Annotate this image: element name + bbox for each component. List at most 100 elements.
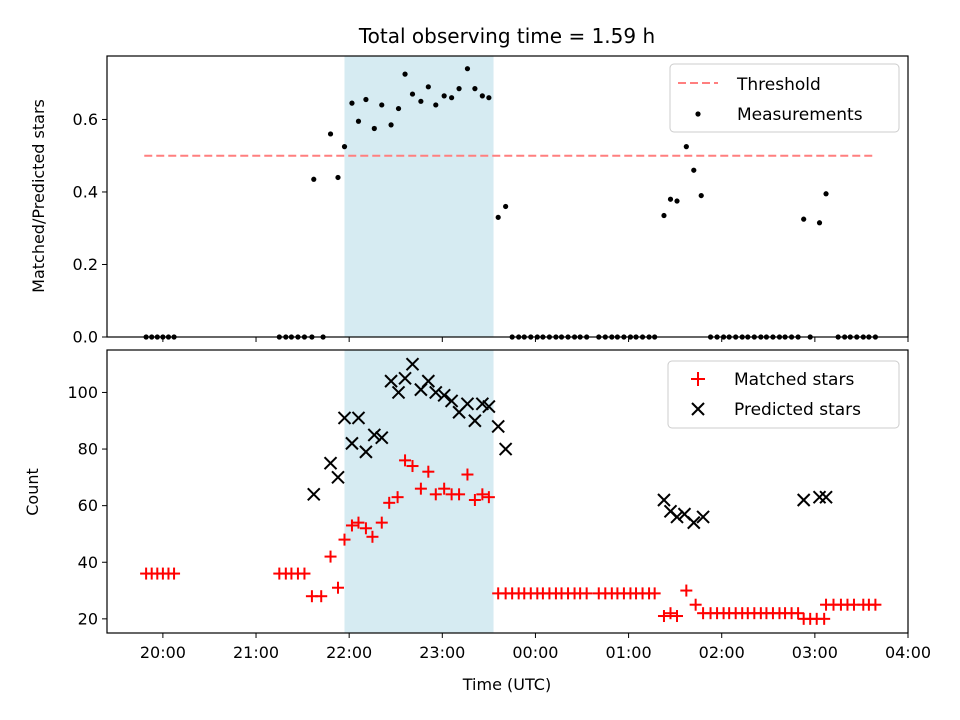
legend-measurements-swatch — [695, 111, 701, 117]
predicted-star-point — [468, 414, 482, 428]
x-axis-label: Time (UTC) — [462, 675, 551, 694]
measurement-point — [503, 203, 509, 210]
x-tick-label: 02:00 — [699, 643, 745, 662]
counts-legend-box — [667, 360, 900, 429]
predicted-star-point — [384, 374, 398, 388]
measurement-point — [661, 212, 667, 219]
predicted-star-point — [812, 490, 827, 504]
predicted-star-point — [375, 431, 389, 445]
counts-ytick-label: 100 — [67, 383, 98, 402]
predicted-star-point — [444, 394, 459, 408]
matched-star-point — [298, 567, 311, 580]
counts-legend: Matched stars Predicted stars — [667, 360, 900, 429]
counts-ytick-label: 80 — [78, 440, 98, 459]
predicted-star-point — [819, 490, 833, 504]
measurement-point — [479, 93, 485, 99]
chart-title: Total observing time = 1.59 h — [358, 24, 655, 48]
measurement-point — [441, 93, 447, 99]
predicted-star-point — [331, 470, 345, 485]
predicted-star-point — [367, 428, 382, 442]
legend-measurements-label: Measurements — [737, 105, 863, 125]
counts-panel: 20 40 60 80 100 20:00 21:00 22:00 23:00 00:00 01:… — [23, 349, 931, 694]
predicted-star-point — [405, 357, 420, 371]
matched-star-point — [648, 587, 661, 600]
measurement-point — [464, 66, 471, 72]
counts-axes-frame — [106, 349, 909, 634]
measurement-point — [327, 131, 334, 137]
measurement-point — [698, 192, 704, 199]
ratio-panel: 0.0 0.2 0.4 0.6 Matched/Predicted stars Thr… — [29, 55, 909, 347]
predicted-star-point — [398, 371, 412, 386]
predicted-star-point — [359, 445, 373, 459]
matched-star-point — [399, 454, 412, 467]
matched-star-point — [429, 488, 442, 501]
x-tick-label: 22:00 — [326, 643, 372, 662]
predicted-star-point — [323, 456, 338, 470]
matched-star-point — [352, 516, 365, 529]
matched-star-point — [438, 482, 451, 495]
x-tick-label: 23:00 — [419, 643, 465, 662]
counts-ytick-label: 20 — [78, 609, 98, 628]
measurement-point — [495, 214, 501, 220]
matched-star-point — [383, 496, 396, 509]
matched-star-point — [461, 468, 474, 481]
measurement-point — [395, 105, 402, 112]
counts-ytick-label: 40 — [78, 553, 98, 572]
matched-star-point — [453, 488, 466, 501]
measurement-point — [409, 91, 416, 97]
predicted-star-point — [491, 419, 505, 434]
ratio-ytick-label: 0.0 — [73, 328, 98, 347]
ratio-ytick-label: 0.4 — [73, 182, 98, 201]
ratio-ytick-label: 0.6 — [73, 110, 98, 129]
measurement-point — [801, 216, 807, 222]
predicted-star-point — [437, 388, 451, 402]
measurement-point — [472, 86, 478, 92]
measurement-point — [486, 95, 492, 101]
matched-star-point — [345, 519, 358, 532]
measurement-point — [371, 125, 377, 132]
matched-star-point — [580, 587, 593, 600]
matched-star-point — [366, 530, 379, 543]
matched-star-point — [869, 598, 882, 611]
predicted-star-point — [307, 487, 321, 502]
matched-star-point — [664, 607, 677, 620]
predicted-star-point — [337, 411, 352, 425]
legend-matched-swatch — [691, 372, 705, 386]
measurement-point — [674, 198, 680, 204]
measurement-point — [341, 144, 348, 150]
ratio-legend-box — [669, 63, 900, 133]
matched-star-point — [468, 493, 481, 506]
x-tick-label: 01:00 — [606, 643, 652, 662]
measurement-point — [456, 86, 462, 92]
counts-ylabel: Count — [23, 468, 42, 516]
measurement-point — [311, 176, 317, 182]
predicted-star-point — [482, 399, 496, 414]
ratio-ytick-label: 0.2 — [73, 255, 98, 274]
ratio-ylabel: Matched/Predicted stars — [29, 99, 48, 293]
matched-star-point — [818, 612, 831, 625]
predicted-star-point — [421, 374, 436, 388]
matched-star-point — [476, 488, 489, 501]
matched-star-point — [680, 584, 693, 597]
x-tick-label: 04:00 — [885, 643, 931, 662]
ratio-axes-frame — [106, 55, 909, 338]
legend-predicted-swatch — [691, 402, 705, 416]
measurement-point — [691, 167, 697, 173]
matched-star-point — [657, 610, 670, 623]
x-tick-label: 20:00 — [140, 643, 186, 662]
measurement-point — [335, 174, 341, 181]
predicted-star-point — [345, 436, 359, 451]
legend-threshold-label: Threshold — [736, 75, 821, 95]
matched-star-point — [422, 465, 435, 478]
predicted-star-point — [429, 385, 443, 400]
matched-star-point — [168, 567, 181, 580]
predicted-star-point — [670, 510, 684, 524]
matched-star-point — [792, 607, 805, 620]
matched-star-point — [414, 482, 427, 495]
measurement-point — [418, 98, 424, 104]
x-tick-label: 00:00 — [512, 643, 558, 662]
matched-star-point — [482, 491, 495, 504]
matched-star-point — [359, 522, 372, 535]
measurement-point — [388, 122, 394, 128]
